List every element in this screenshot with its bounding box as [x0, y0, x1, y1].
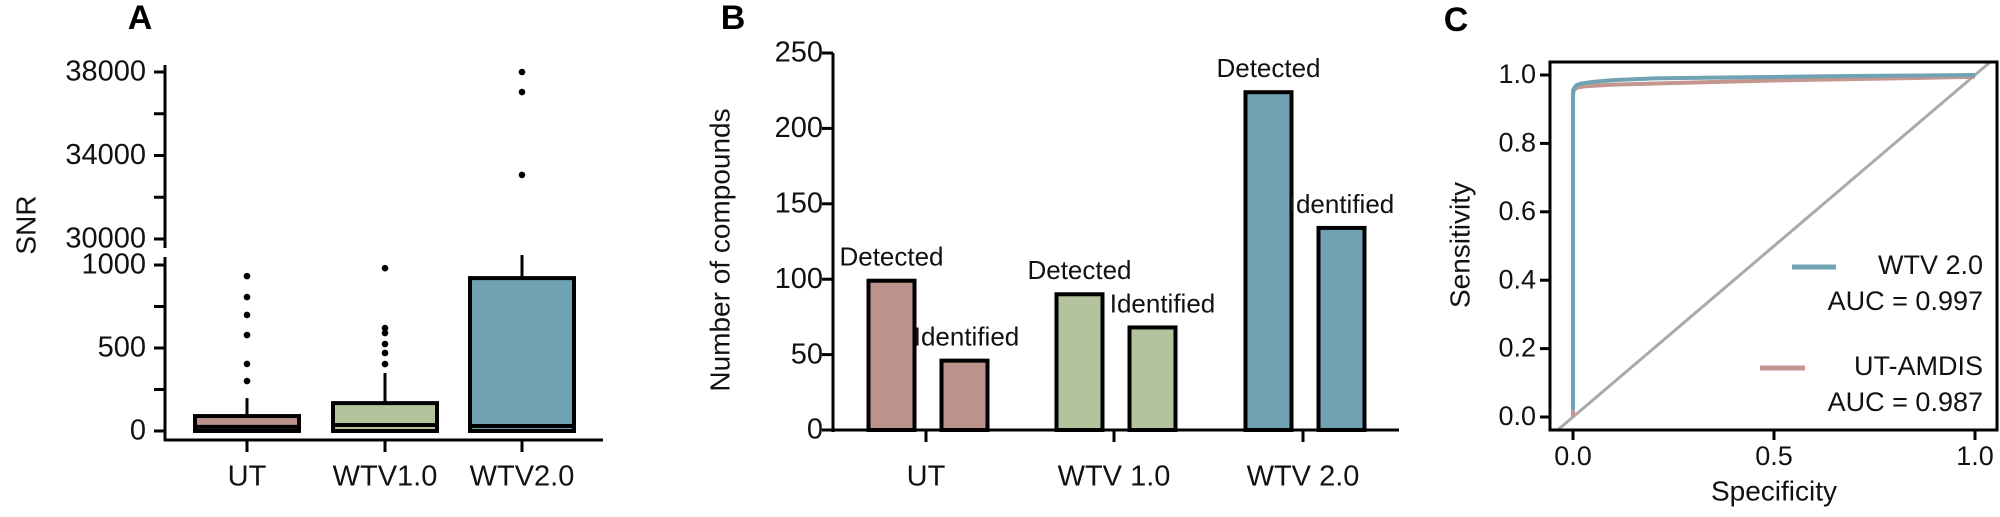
bar-label: Identified [1289, 189, 1395, 219]
outlier-point [381, 360, 389, 368]
panel-label-a: A [128, 0, 153, 37]
outlier-point [518, 88, 526, 96]
x-tick-label: 1.0 [1956, 441, 1994, 471]
x-tick-label: 0.0 [1554, 441, 1592, 471]
x-tick-label: UT [907, 461, 946, 493]
y-tick-label: 0.8 [1498, 128, 1536, 158]
y-axis-label: SNR [10, 195, 41, 254]
y-tick-label: 0.0 [1498, 401, 1536, 431]
bar-identified [1127, 325, 1178, 432]
y-axis-label: Sensitivity [1444, 182, 1475, 308]
x-tick-label: WTV2.0 [470, 461, 575, 493]
bar-label: Detected [839, 242, 943, 272]
y-tick-label: 0 [807, 414, 823, 446]
y-tick-label: 100 [775, 263, 823, 295]
y-tick-label: 250 [775, 37, 823, 69]
outlier-point [518, 171, 526, 179]
y-tick-label: 0.2 [1498, 333, 1536, 363]
x-tick-label: WTV 1.0 [1058, 461, 1171, 493]
y-tick-label: 38000 [65, 56, 146, 88]
y-tick-label: 30000 [65, 223, 146, 255]
outlier-point [518, 68, 526, 76]
outlier-point [243, 272, 251, 280]
y-tick-label: 1.0 [1498, 59, 1536, 89]
plot-frame [1548, 60, 1999, 432]
outlier-point [243, 293, 251, 301]
x-tick-label: WTV 2.0 [1247, 461, 1360, 493]
bar-identified [939, 358, 990, 432]
x-tick-label: WTV1.0 [333, 461, 438, 493]
y-axis-label: Number of compounds [704, 108, 735, 391]
roc-curve-wtv-2-0 [1571, 73, 1976, 411]
legend-label: WTV 2.0 [1878, 250, 1983, 280]
outlier-point [243, 311, 251, 319]
panel-label-c: C [1444, 1, 1469, 39]
outlier-point [381, 329, 389, 337]
bar-detected [866, 278, 917, 433]
reference-diagonal [1555, 62, 1993, 430]
outlier-point [243, 377, 251, 385]
outlier-point [381, 349, 389, 357]
legend-auc: AUC = 0.987 [1828, 387, 1983, 417]
y-tick-label: 500 [98, 332, 146, 364]
y-tick-label: 0 [130, 415, 146, 447]
y-tick-label: 50 [791, 338, 823, 370]
legend-label: UT-AMDIS [1854, 351, 1983, 381]
bar-label: Detected [1216, 53, 1320, 83]
y-tick-label: 34000 [65, 139, 146, 171]
legend-auc: AUC = 0.997 [1828, 286, 1983, 316]
outlier-point [381, 340, 389, 348]
outlier-point [243, 331, 251, 339]
bar-label: Identified [1110, 288, 1216, 318]
bar-identified [1316, 225, 1367, 432]
y-tick-label: 0.4 [1498, 264, 1536, 294]
y-tick-label: 1000 [81, 249, 146, 281]
panel-label-b: B [721, 0, 746, 37]
outlier-point [381, 324, 389, 332]
box-WTV2.0 [468, 276, 576, 434]
bar-detected [1054, 292, 1105, 432]
x-axis-label: Specificity [1711, 475, 1837, 506]
bar-label: Identified [914, 322, 1020, 352]
bar-label: Detected [1027, 255, 1131, 285]
outlier-point [243, 360, 251, 368]
x-tick-label: 0.5 [1755, 441, 1793, 471]
x-tick-label: UT [228, 461, 267, 493]
y-tick-label: 200 [775, 112, 823, 144]
bar-detected [1243, 90, 1294, 432]
outlier-point [381, 264, 389, 272]
y-tick-label: 0.6 [1498, 196, 1536, 226]
y-tick-label: 150 [775, 187, 823, 219]
